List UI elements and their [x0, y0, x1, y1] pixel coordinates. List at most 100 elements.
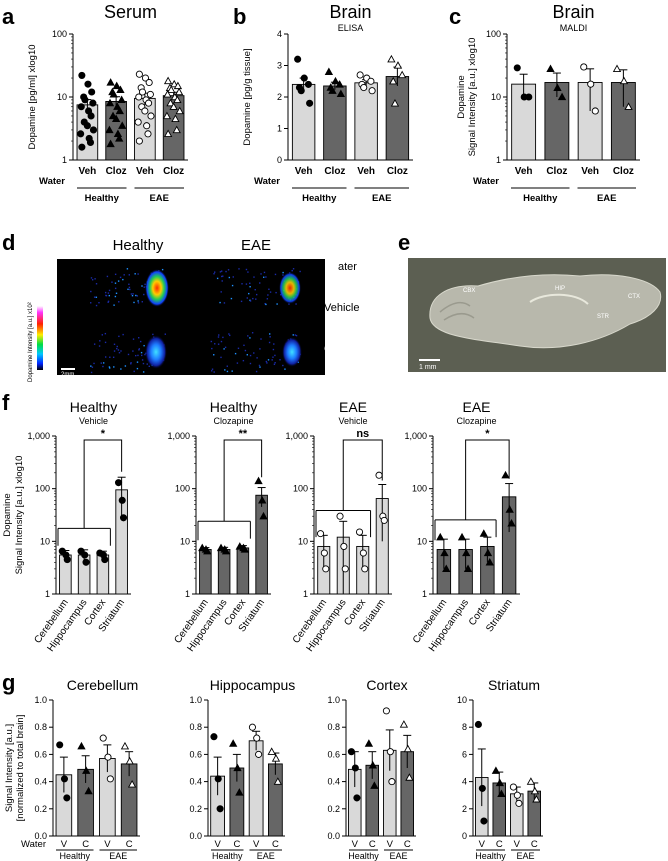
- speckle: [259, 348, 261, 350]
- chart-subtitle: Clozapine: [456, 416, 496, 426]
- speckle: [213, 371, 215, 373]
- speckle: [213, 271, 216, 273]
- y-tick-label: 0.6: [327, 749, 340, 759]
- speckle: [108, 367, 111, 369]
- x-tick-label: C: [531, 839, 538, 850]
- data-point: [380, 516, 388, 524]
- y-tick-label: 1,000: [27, 431, 50, 441]
- data-point: [240, 545, 249, 553]
- colorbar-label: Dopamine Intensity [a.u.] x10²: [28, 302, 34, 382]
- data-point: [497, 789, 506, 798]
- speckle: [227, 269, 230, 271]
- speckle: [98, 345, 101, 347]
- speckle: [90, 277, 93, 279]
- data-point: [135, 93, 143, 101]
- speckle: [134, 273, 136, 275]
- speckle: [247, 271, 249, 273]
- data-point: [386, 748, 394, 756]
- y-tick-label: 0: [277, 155, 282, 165]
- data-point: [546, 64, 555, 72]
- speckle: [255, 370, 258, 373]
- speckle: [94, 278, 96, 280]
- data-point: [619, 76, 629, 85]
- speckle: [124, 365, 127, 367]
- speckle: [238, 268, 240, 270]
- data-point: [141, 74, 150, 82]
- significance-bracket: [342, 439, 383, 511]
- speckle: [137, 300, 139, 302]
- data-point: [253, 734, 261, 742]
- speckle: [123, 274, 125, 276]
- speckle: [107, 292, 110, 294]
- speckle: [108, 366, 111, 368]
- group-label-healthy: Healthy: [475, 851, 506, 861]
- y-tick-label: 1: [496, 155, 501, 165]
- speckle: [164, 333, 167, 335]
- data-point: [105, 98, 115, 107]
- data-point: [304, 80, 312, 88]
- panel-e-brain-section: CBX HIP CTX STR 1 mm: [408, 258, 666, 372]
- e-brain-outline: [429, 274, 662, 349]
- data-point: [214, 775, 222, 783]
- panel-label-f: f: [2, 390, 10, 415]
- speckle: [130, 293, 133, 295]
- speckle: [265, 276, 267, 278]
- speckle: [269, 336, 271, 338]
- speckle: [260, 338, 262, 340]
- e-region-ctx: CTX: [628, 294, 640, 300]
- data-point: [328, 86, 337, 94]
- y-axis-label: Dopamine: [456, 75, 467, 118]
- speckle: [132, 293, 134, 295]
- chart-subtitle: MALDI: [560, 23, 588, 33]
- speckle: [118, 351, 121, 354]
- data-point: [221, 546, 231, 555]
- speckle: [249, 337, 251, 339]
- speckle: [114, 282, 117, 284]
- data-point: [118, 121, 127, 129]
- y-tick-label: 1: [45, 589, 50, 599]
- chart-g-1: 0.0 0.2 0.4 0.6 0.8 1.0: [189, 695, 285, 841]
- speckle: [161, 268, 164, 271]
- row-f-charts: 1101001,000CerebellumHippocampusCortexSt…: [2, 399, 520, 654]
- speckle: [140, 351, 143, 354]
- data-point: [403, 744, 413, 753]
- speckle: [141, 285, 143, 287]
- data-point: [144, 130, 152, 138]
- x-tick-label: C: [233, 839, 240, 850]
- y-tick-label: 100: [293, 484, 308, 494]
- data-point: [173, 95, 182, 104]
- data-point: [387, 54, 396, 63]
- chart-f-2: 1101001,000CerebellumHippocampusCortexSt…: [285, 431, 392, 654]
- speckle: [127, 353, 130, 356]
- x-tick-label: Cloz: [163, 166, 184, 177]
- speckle: [241, 283, 243, 285]
- speckle: [237, 347, 240, 350]
- speckle: [273, 363, 276, 366]
- y-tick-label: 3: [277, 61, 282, 71]
- data-point: [101, 556, 109, 564]
- x-tick-label: C: [496, 839, 503, 850]
- data-point: [591, 107, 599, 115]
- speckle: [217, 343, 220, 345]
- speckle: [292, 334, 294, 336]
- speckle: [133, 301, 135, 304]
- data-point: [557, 92, 567, 101]
- speckle: [252, 297, 254, 300]
- data-point: [174, 87, 184, 96]
- speckle: [144, 353, 146, 356]
- speckle: [91, 279, 94, 281]
- data-point: [324, 67, 334, 75]
- data-point: [167, 85, 176, 93]
- speckle: [133, 370, 135, 373]
- speckle: [253, 276, 255, 278]
- speckle: [146, 363, 148, 365]
- chart-subtitle: Vehicle: [79, 416, 108, 426]
- bar: [354, 82, 378, 161]
- data-point: [109, 90, 118, 98]
- speckle: [93, 296, 96, 298]
- speckle: [137, 273, 139, 275]
- data-point: [105, 125, 114, 134]
- chart-title: Healthy: [210, 399, 257, 415]
- e-region-str: STR: [597, 314, 610, 320]
